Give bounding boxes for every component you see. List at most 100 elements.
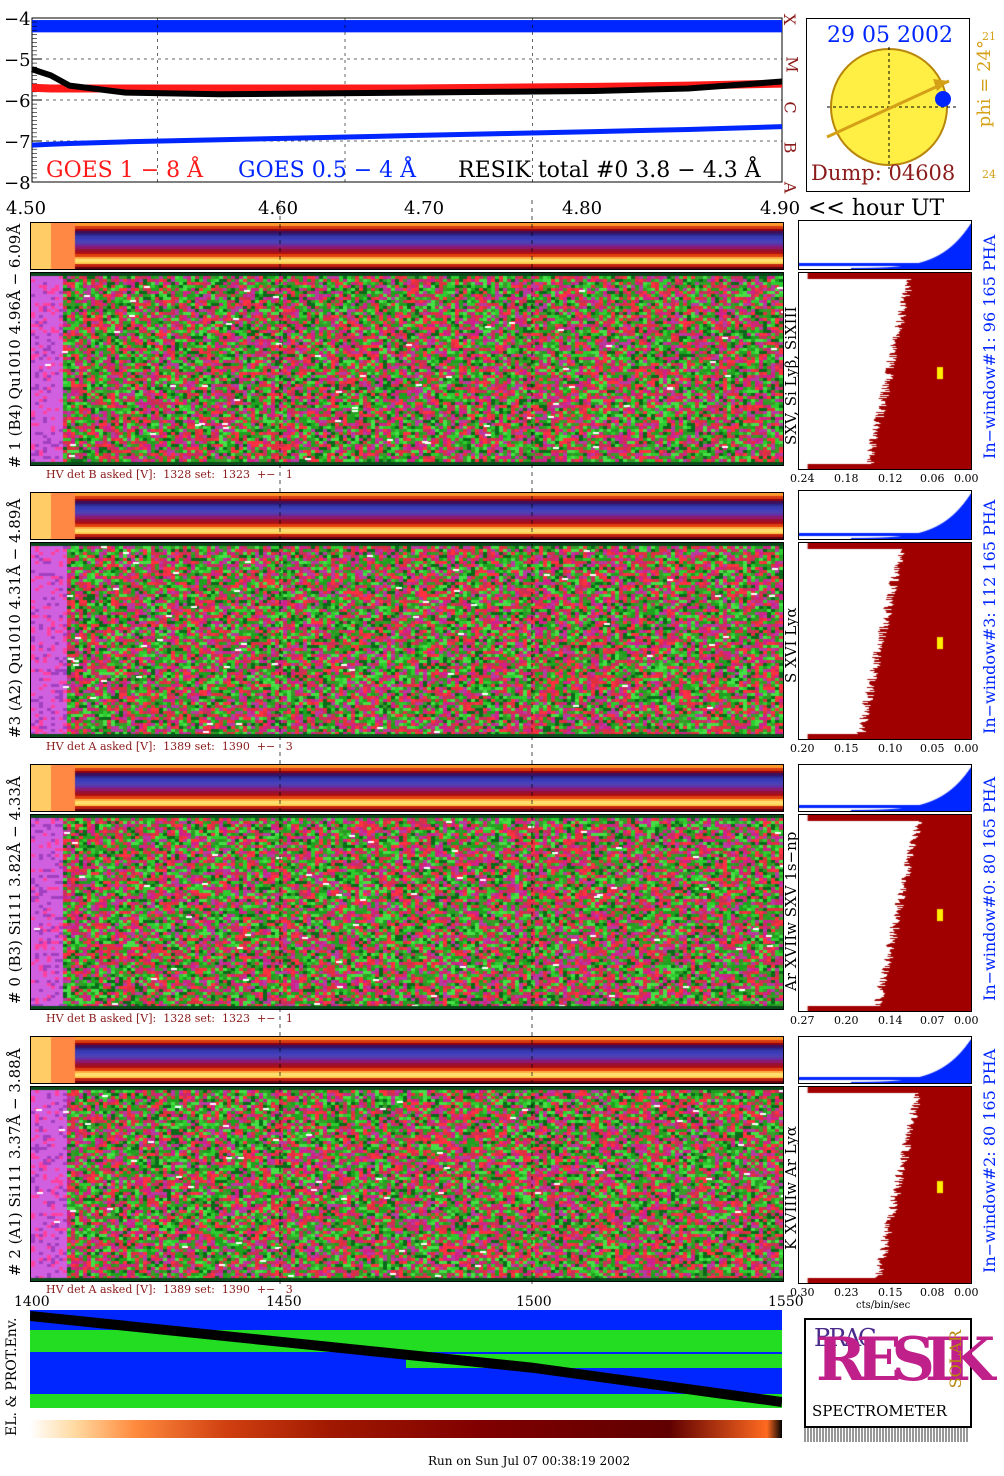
goes-class-letters: X M C B A bbox=[780, 10, 802, 196]
sun-disk bbox=[826, 47, 957, 169]
time-tick-1: 4.60 bbox=[258, 198, 299, 219]
sun-dump: Dump: 04608 bbox=[811, 161, 956, 185]
panel-2-pha-hist bbox=[799, 1037, 971, 1083]
panel-2-hv: HV det A asked [V]: 1389 set: 1390 +− 3 bbox=[46, 1283, 293, 1296]
panel-3-window-label: In−window#3: 112 165 PHA bbox=[980, 499, 999, 735]
panel-1-window-label: In−window#1: 96 165 PHA bbox=[980, 234, 999, 460]
class-letter-c: C bbox=[780, 101, 800, 114]
env-band-upper bbox=[30, 1330, 782, 1352]
panel-1-pha bbox=[798, 220, 972, 270]
p2-xtick-3: 0.08 bbox=[920, 1286, 945, 1299]
panel-0-window-label: In−window#0: 80 165 PHA bbox=[980, 776, 999, 1002]
goes-ytick-label: −4 bbox=[4, 9, 31, 30]
panel-2-profile-hist bbox=[799, 1087, 971, 1283]
class-letter-m: M bbox=[782, 56, 802, 73]
panel-3-profile-hist bbox=[799, 543, 971, 739]
p3-xtick-1: 0.15 bbox=[834, 742, 859, 755]
panel-3-strip bbox=[30, 492, 784, 540]
panel-0-profile-hist bbox=[799, 815, 971, 1011]
p0-xtick-2: 0.14 bbox=[878, 1014, 903, 1027]
goes-top-band bbox=[32, 20, 782, 33]
p0-xtick-1: 0.20 bbox=[834, 1014, 859, 1027]
p3-xtick-0: 0.20 bbox=[790, 742, 815, 755]
goes-legend-long: GOES 1 − 8 Å bbox=[46, 158, 204, 183]
panel-1-profile bbox=[798, 272, 972, 470]
panel-2-left-label: # 2 (A1) Si111 3.37Å − 3.88Å bbox=[6, 1048, 24, 1276]
class-letter-x: X bbox=[780, 13, 800, 26]
panel-3-pha bbox=[798, 490, 972, 540]
panel-2-pha bbox=[798, 1036, 972, 1084]
p0-xtick-3: 0.07 bbox=[920, 1014, 945, 1027]
sun-phi: phi = 24° bbox=[974, 40, 995, 128]
env-label: EL. & PROT.Env. bbox=[4, 1317, 20, 1437]
panel-0-strip bbox=[30, 764, 784, 812]
panel-1-hv: HV det B asked [V]: 1328 set: 1323 +− 1 bbox=[46, 468, 293, 481]
p3-xtick-4: 0.00 bbox=[954, 742, 979, 755]
p0-xtick-0: 0.27 bbox=[790, 1014, 815, 1027]
goes-legend-resik: RESIK total #0 3.8 − 4.3 Å bbox=[458, 158, 761, 183]
logo-resik: RESIK bbox=[816, 1325, 995, 1395]
goes-ytick-label: −6 bbox=[4, 91, 31, 112]
panel-1-strip bbox=[30, 222, 784, 270]
panel-2-strip bbox=[30, 1036, 784, 1084]
panel-3-strip-image bbox=[31, 493, 783, 539]
p3-xtick-3: 0.05 bbox=[920, 742, 945, 755]
p1-xtick-2: 0.12 bbox=[878, 472, 903, 485]
env-xtick-0: 1400 bbox=[14, 1294, 50, 1310]
panel-3-pha-hist bbox=[799, 491, 971, 539]
goes-short-series bbox=[31, 124, 783, 148]
class-letter-a: A bbox=[780, 181, 800, 194]
env-series-line bbox=[29, 1311, 783, 1407]
time-unit-label: << hour UT bbox=[808, 196, 945, 221]
p1-xtick-0: 0.24 bbox=[790, 472, 815, 485]
env-band-lower bbox=[30, 1394, 782, 1408]
resik-logo: BRAG RESIK SOLAR SPECTROMETER bbox=[804, 1318, 995, 1428]
p1-xtick-3: 0.06 bbox=[920, 472, 945, 485]
p2-xtick-4: 0.00 bbox=[954, 1286, 979, 1299]
sun-phi-tick-21: 21 bbox=[982, 30, 996, 43]
logo-brag: BRAG bbox=[814, 1324, 877, 1352]
env-colorbar bbox=[30, 1420, 782, 1438]
sun-date: 29 05 2002 bbox=[827, 23, 953, 48]
panel-0-pha-hist bbox=[799, 765, 971, 811]
sun-phi-tick-24: 24 bbox=[982, 168, 996, 181]
panel-0-hv: HV det B asked [V]: 1328 set: 1323 +− 1 bbox=[46, 1012, 293, 1025]
goes-legend-short: GOES 0.5 − 4 Å bbox=[238, 158, 417, 183]
goes-ytick-label: −5 bbox=[4, 50, 31, 71]
panel-3-spectrogram bbox=[31, 543, 783, 737]
panel-2-xunit: cts/bin/sec bbox=[856, 1300, 911, 1311]
p2-xtick-0: 0.30 bbox=[790, 1286, 815, 1299]
sun-panel: 29 05 2002 Dump: 04608 bbox=[806, 18, 970, 192]
time-tick-4: 4.90 bbox=[760, 198, 801, 219]
class-letter-b: B bbox=[780, 141, 800, 154]
logo-fineprint bbox=[804, 1428, 968, 1442]
env-chart bbox=[29, 1310, 783, 1408]
panel-2-strip-image bbox=[31, 1037, 783, 1083]
p1-xtick-1: 0.18 bbox=[834, 472, 859, 485]
panel-2-spectrogram bbox=[31, 1087, 783, 1281]
time-tick-3: 4.80 bbox=[562, 198, 603, 219]
p2-xtick-2: 0.15 bbox=[878, 1286, 903, 1299]
panel-2-window-label: In−window#2: 80 165 PHA bbox=[980, 1048, 999, 1274]
p1-xtick-4: 0.00 bbox=[954, 472, 979, 485]
time-tick-0: 4.50 bbox=[6, 198, 47, 219]
p2-xtick-1: 0.23 bbox=[834, 1286, 859, 1299]
goes-chart: −4 −5 −6 −7 −8 bbox=[4, 9, 783, 194]
panel-1-strip-image bbox=[31, 223, 783, 269]
time-tick-2: 4.70 bbox=[404, 198, 445, 219]
env-xtick-2: 1500 bbox=[516, 1294, 552, 1310]
goes-ytick-label: −8 bbox=[4, 173, 31, 194]
goes-ytick-label: −7 bbox=[4, 132, 31, 153]
panel-3-hv: HV det A asked [V]: 1389 set: 1390 +− 3 bbox=[46, 740, 293, 753]
panel-0-profile bbox=[798, 814, 972, 1012]
env-panel bbox=[29, 1310, 783, 1408]
panel-0-image bbox=[30, 814, 784, 1010]
resik-series bbox=[31, 66, 783, 98]
env-xtick-1: 1450 bbox=[266, 1294, 302, 1310]
panel-3-profile bbox=[798, 542, 972, 740]
panel-1-profile-hist bbox=[799, 273, 971, 469]
panel-1-image bbox=[30, 272, 784, 466]
goes-panel: −4 −5 −6 −7 −8 bbox=[0, 0, 790, 200]
p0-xtick-4: 0.00 bbox=[954, 1014, 979, 1027]
panel-2-image bbox=[30, 1086, 784, 1282]
